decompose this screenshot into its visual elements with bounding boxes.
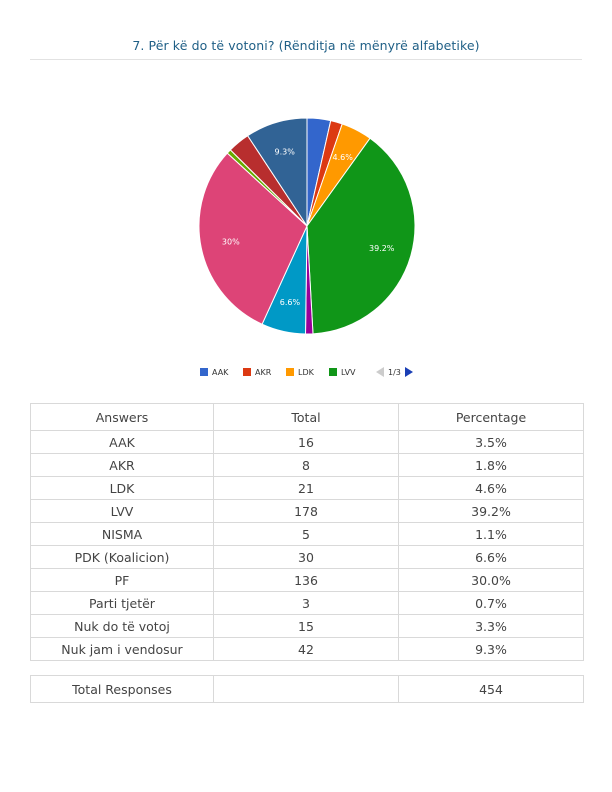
answer-cell: LDK — [30, 476, 214, 500]
table-row: AAK 16 3.5% — [30, 430, 584, 454]
chart-title: 7. Për kë do të votoni? (Rënditja në mën… — [132, 38, 480, 53]
table-row: NISMA 5 1.1% — [30, 522, 584, 546]
table-row: Nuk do të votoj 15 3.3% — [30, 614, 584, 638]
table-header-row: Answers Total Percentage — [30, 403, 584, 431]
pie-data-label: 39.2% — [369, 244, 395, 253]
answer-cell: PDK (Koalicion) — [30, 545, 214, 569]
total-cell: 16 — [213, 430, 399, 454]
legend-item-lvv[interactable]: LVV — [329, 366, 356, 378]
totals-empty-cell — [213, 675, 399, 703]
legend-swatch — [329, 368, 337, 376]
totals-label: Total Responses — [30, 675, 214, 703]
percentage-cell: 4.6% — [398, 476, 584, 500]
results-table: Answers Total Percentage AAK 16 3.5% AKR 8 1.… — [30, 403, 584, 661]
legend-item-aak[interactable]: AAK — [200, 366, 228, 378]
legend-item-ldk[interactable]: LDK — [286, 366, 314, 378]
answer-cell: NISMA — [30, 522, 214, 546]
pie-data-label: 4.6% — [333, 153, 354, 162]
pie-slice-pf[interactable] — [198, 152, 308, 325]
answer-cell: LVV — [30, 499, 214, 523]
percentage-cell: 39.2% — [398, 499, 584, 523]
total-cell: 3 — [213, 591, 399, 615]
answer-cell: Nuk do të votoj — [30, 614, 214, 638]
title-divider — [30, 59, 582, 60]
totals-table: Total Responses 454 — [30, 675, 584, 703]
total-cell: 21 — [213, 476, 399, 500]
total-cell: 136 — [213, 568, 399, 592]
header-answers: Answers — [30, 403, 214, 431]
pie-slice-lvv[interactable] — [306, 137, 416, 335]
legend-next-arrow-icon[interactable] — [404, 367, 413, 377]
legend-swatch — [286, 368, 294, 376]
total-cell: 5 — [213, 522, 399, 546]
totals-row: Total Responses 454 — [30, 675, 584, 703]
table-row: LVV 178 39.2% — [30, 499, 584, 523]
pie-data-label: 6.6% — [280, 298, 301, 307]
legend-page-indicator: 1/3 — [388, 367, 401, 377]
total-cell: 15 — [213, 614, 399, 638]
pie-chart: 4.6% 39.2% 6.6% 30% 9.3% — [198, 117, 416, 335]
total-cell: 178 — [213, 499, 399, 523]
percentage-cell: 1.8% — [398, 453, 584, 477]
table-row: Parti tjetër 3 0.7% — [30, 591, 584, 615]
pie-slice-nuk-jam-i-vendosur[interactable] — [247, 117, 308, 228]
percentage-cell: 6.6% — [398, 545, 584, 569]
table-row: AKR 8 1.8% — [30, 453, 584, 477]
legend-label: AKR — [255, 367, 272, 377]
legend-swatch — [243, 368, 251, 376]
table-row: Nuk jam i vendosur 42 9.3% — [30, 637, 584, 661]
legend-prev-arrow-icon — [376, 367, 384, 377]
totals-value: 454 — [398, 675, 584, 703]
percentage-cell: 3.5% — [398, 430, 584, 454]
answer-cell: Nuk jam i vendosur — [30, 637, 214, 661]
table-row: LDK 21 4.6% — [30, 476, 584, 500]
table-row: PF 136 30.0% — [30, 568, 584, 592]
answer-cell: AAK — [30, 430, 214, 454]
total-cell: 42 — [213, 637, 399, 661]
total-cell: 8 — [213, 453, 399, 477]
legend-label: AAK — [212, 367, 229, 377]
percentage-cell: 1.1% — [398, 522, 584, 546]
answer-cell: PF — [30, 568, 214, 592]
answer-cell: AKR — [30, 453, 214, 477]
percentage-cell: 3.3% — [398, 614, 584, 638]
legend-item-akr[interactable]: AKR — [243, 366, 271, 378]
legend-label: LDK — [298, 367, 314, 377]
pie-data-label: 9.3% — [275, 148, 296, 157]
legend-swatch — [200, 368, 208, 376]
header-percentage: Percentage — [398, 403, 584, 431]
pie-data-label: 30% — [222, 238, 240, 247]
percentage-cell: 0.7% — [398, 591, 584, 615]
legend-pager: 1/3 — [376, 366, 413, 378]
header-total: Total — [213, 403, 399, 431]
table-row: PDK (Koalicion) 30 6.6% — [30, 545, 584, 569]
legend-label: LVV — [341, 367, 356, 377]
chart-legend: AAK AKR LDK LVV 1/3 — [0, 366, 612, 378]
percentage-cell: 30.0% — [398, 568, 584, 592]
answer-cell: Parti tjetër — [30, 591, 214, 615]
percentage-cell: 9.3% — [398, 637, 584, 661]
total-cell: 30 — [213, 545, 399, 569]
